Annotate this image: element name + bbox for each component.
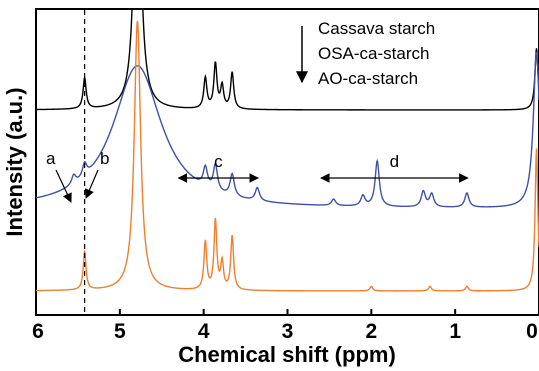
annotation-a: a [46, 149, 56, 168]
legend-entry-osa: OSA-ca-starch [318, 44, 429, 63]
legend-entry-cassava: Cassava starch [318, 19, 435, 38]
x-tick-label: 6 [32, 320, 44, 343]
x-axis-title: Chemical shift (ppm) [178, 342, 396, 367]
annotation-a-arrow [55, 169, 72, 203]
x-axis-ticks: 6 5 4 3 2 1 0 [32, 309, 539, 343]
annotation-b-arrow [84, 169, 99, 199]
annotation-d: d [390, 152, 399, 171]
annotation-b: b [100, 149, 109, 168]
series-line-0 [36, 9, 539, 111]
x-tick-label: 1 [449, 320, 461, 343]
series-line-1 [36, 52, 539, 208]
x-tick-label: 4 [198, 320, 210, 343]
y-axis-title: Intensity (a.u.) [2, 87, 27, 236]
series-layer [36, 9, 539, 292]
series-line-2 [36, 20, 539, 292]
legend-entry-ao: AO-ca-starch [318, 69, 418, 88]
x-tick-label: 3 [282, 320, 294, 343]
x-tick-label: 5 [114, 320, 126, 343]
plot-frame [35, 8, 539, 316]
x-tick-label: 2 [365, 320, 377, 343]
x-tick-label: 0 [526, 320, 538, 343]
annotation-c: c [214, 152, 223, 171]
